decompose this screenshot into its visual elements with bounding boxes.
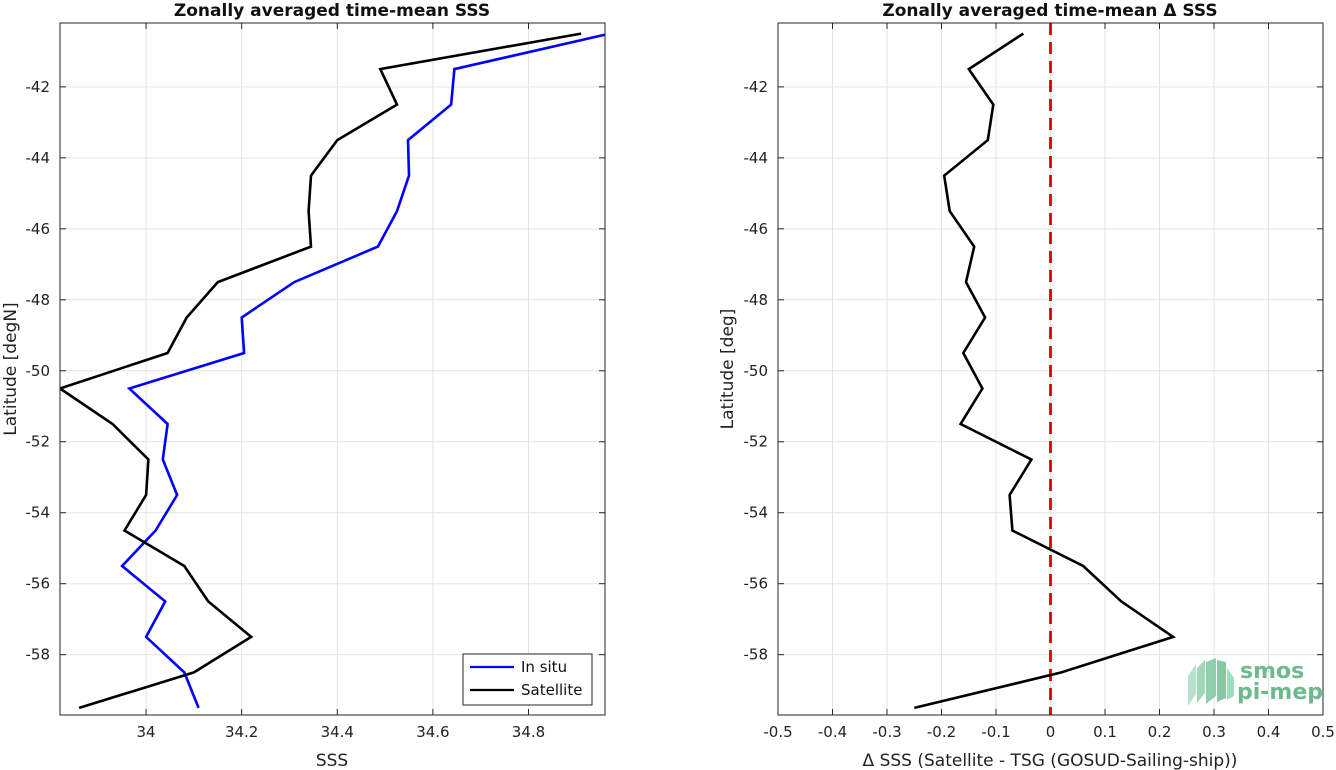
y-tick-label: -46 bbox=[26, 220, 51, 238]
axes-box bbox=[777, 22, 1324, 716]
smos-pimep-logo: smos pi-mep bbox=[1188, 658, 1323, 706]
y-tick-label: -58 bbox=[744, 646, 769, 664]
sss-chart: 34 34.2 34.4 34.6 34.8 -58 -56 -54 -52 -50 -48 -46… bbox=[1, 1, 606, 770]
x-tick-label: 34.6 bbox=[416, 723, 449, 741]
legend-entry-in-situ: In situ bbox=[521, 658, 567, 676]
y-tick-label: -44 bbox=[26, 149, 51, 167]
chart-title: Zonally averaged time-mean Δ SSS bbox=[882, 1, 1217, 21]
grid bbox=[60, 23, 605, 715]
chart-title: Zonally averaged time-mean SSS bbox=[174, 1, 490, 21]
logo-text-smos: smos bbox=[1240, 659, 1304, 684]
x-tick-label: 0.4 bbox=[1257, 723, 1281, 741]
y-tick-label: -48 bbox=[26, 291, 51, 309]
x-tick-label: -0.3 bbox=[872, 723, 901, 741]
logo-text-pimep: pi-mep bbox=[1237, 680, 1323, 705]
x-tick-label: 34 bbox=[137, 723, 156, 741]
logo-mark-stripe bbox=[1227, 668, 1234, 700]
y-tick-label: -54 bbox=[744, 504, 769, 522]
y-tick-label: -48 bbox=[744, 291, 769, 309]
y-tick-labels: -58 -56 -54 -52 -50 -48 -46 -44 -42 bbox=[26, 78, 51, 664]
series-line-delta-sss bbox=[913, 32, 1177, 710]
y-tick-label: -52 bbox=[744, 433, 769, 451]
axes-box bbox=[59, 22, 606, 716]
logo-mark-stripe bbox=[1206, 658, 1216, 704]
x-tick-label: 34.8 bbox=[512, 723, 545, 741]
y-tick-label: -44 bbox=[744, 149, 769, 167]
y-tick-label: -42 bbox=[744, 78, 769, 96]
x-axis-label: SSS bbox=[316, 751, 348, 770]
x-tick-label: 34.4 bbox=[321, 723, 354, 741]
logo-mark-stripe bbox=[1188, 664, 1196, 706]
plot-area bbox=[60, 23, 605, 715]
x-tick-label: 0.5 bbox=[1311, 723, 1335, 741]
logo-mark-stripe bbox=[1217, 660, 1226, 702]
x-tick-label: -0.4 bbox=[818, 723, 847, 741]
delta-sss-chart: -0.5 -0.4 -0.3 -0.2 -0.1 0 0.1 0.2 0.3 0.4 0.5 -58… bbox=[718, 1, 1335, 770]
x-tick-labels: 34 34.2 34.4 34.6 34.8 bbox=[137, 723, 546, 741]
y-tick-label: -42 bbox=[26, 78, 51, 96]
y-tick-label: -50 bbox=[744, 362, 769, 380]
x-tick-label: -0.2 bbox=[927, 723, 956, 741]
series-line-satellite bbox=[60, 32, 582, 710]
x-tick-labels: -0.5 -0.4 -0.3 -0.2 -0.1 0 0.1 0.2 0.3 0.4 0.5 bbox=[763, 723, 1335, 741]
x-tick-label: 0.2 bbox=[1148, 723, 1172, 741]
y-tick-label: -52 bbox=[26, 433, 51, 451]
y-tick-label: -50 bbox=[26, 362, 51, 380]
y-tick-labels: -58 -56 -54 -52 -50 -48 -46 -44 -42 bbox=[744, 78, 769, 664]
x-tick-label: -0.5 bbox=[763, 723, 792, 741]
y-tick-label: -56 bbox=[26, 575, 51, 593]
y-tick-label: -54 bbox=[26, 504, 51, 522]
legend-entry-satellite: Satellite bbox=[521, 681, 582, 699]
legend-box bbox=[462, 653, 593, 706]
series-group bbox=[60, 32, 605, 710]
x-tick-label: 0.1 bbox=[1093, 723, 1117, 741]
legend: In situ Satellite bbox=[462, 653, 593, 706]
x-tick-label: -0.1 bbox=[981, 723, 1010, 741]
series-group bbox=[913, 23, 1177, 715]
y-tick-label: -56 bbox=[744, 575, 769, 593]
y-tick-label: -58 bbox=[26, 646, 51, 664]
series-line-in-situ bbox=[120, 33, 605, 709]
y-tick-label: -46 bbox=[744, 220, 769, 238]
y-axis-label: Latitude [deg] bbox=[718, 309, 738, 430]
y-axis-label: Latitude [degN] bbox=[1, 302, 21, 435]
x-axis-label: Δ SSS (Satellite - TSG (GOSUD-Sailing-sh… bbox=[863, 751, 1238, 770]
x-tick-label: 0 bbox=[1046, 723, 1056, 741]
x-tick-label: 34.2 bbox=[225, 723, 258, 741]
logo-mark-stripe bbox=[1197, 660, 1205, 703]
x-tick-label: 0.3 bbox=[1202, 723, 1226, 741]
